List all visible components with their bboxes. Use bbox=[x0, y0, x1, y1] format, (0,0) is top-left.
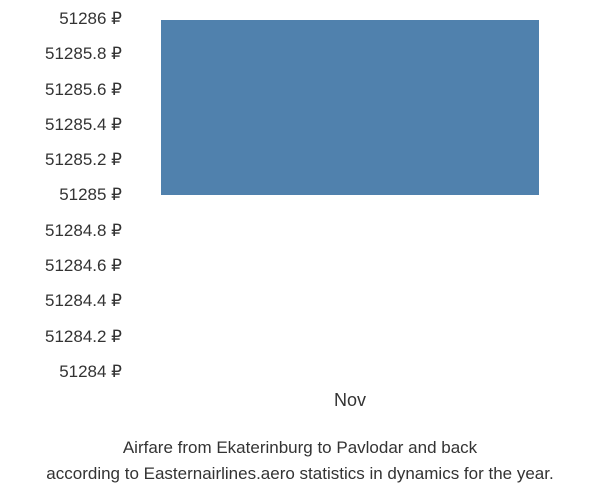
y-tick: 51284.6 ₽ bbox=[10, 257, 130, 274]
y-tick: 51285.8 ₽ bbox=[10, 45, 130, 62]
bar-nov bbox=[161, 20, 539, 195]
y-tick: 51284.2 ₽ bbox=[10, 328, 130, 345]
y-tick: 51286 ₽ bbox=[10, 10, 130, 27]
x-axis: Nov bbox=[140, 390, 560, 411]
caption-line: according to Easternairlines.aero statis… bbox=[10, 461, 590, 487]
plot-area bbox=[140, 20, 560, 370]
y-tick: 51285.4 ₽ bbox=[10, 116, 130, 133]
y-axis: 51286 ₽ 51285.8 ₽ 51285.6 ₽ 51285.4 ₽ 51… bbox=[10, 10, 130, 380]
chart-container: 51286 ₽ 51285.8 ₽ 51285.6 ₽ 51285.4 ₽ 51… bbox=[10, 10, 590, 380]
chart-caption: Airfare from Ekaterinburg to Pavlodar an… bbox=[10, 435, 590, 486]
y-tick: 51284 ₽ bbox=[10, 363, 130, 380]
caption-line: Airfare from Ekaterinburg to Pavlodar an… bbox=[10, 435, 590, 461]
y-tick: 51284.8 ₽ bbox=[10, 222, 130, 239]
y-tick: 51285.2 ₽ bbox=[10, 151, 130, 168]
y-tick: 51285.6 ₽ bbox=[10, 81, 130, 98]
y-tick: 51285 ₽ bbox=[10, 186, 130, 203]
y-tick: 51284.4 ₽ bbox=[10, 292, 130, 309]
x-tick: Nov bbox=[334, 390, 366, 411]
